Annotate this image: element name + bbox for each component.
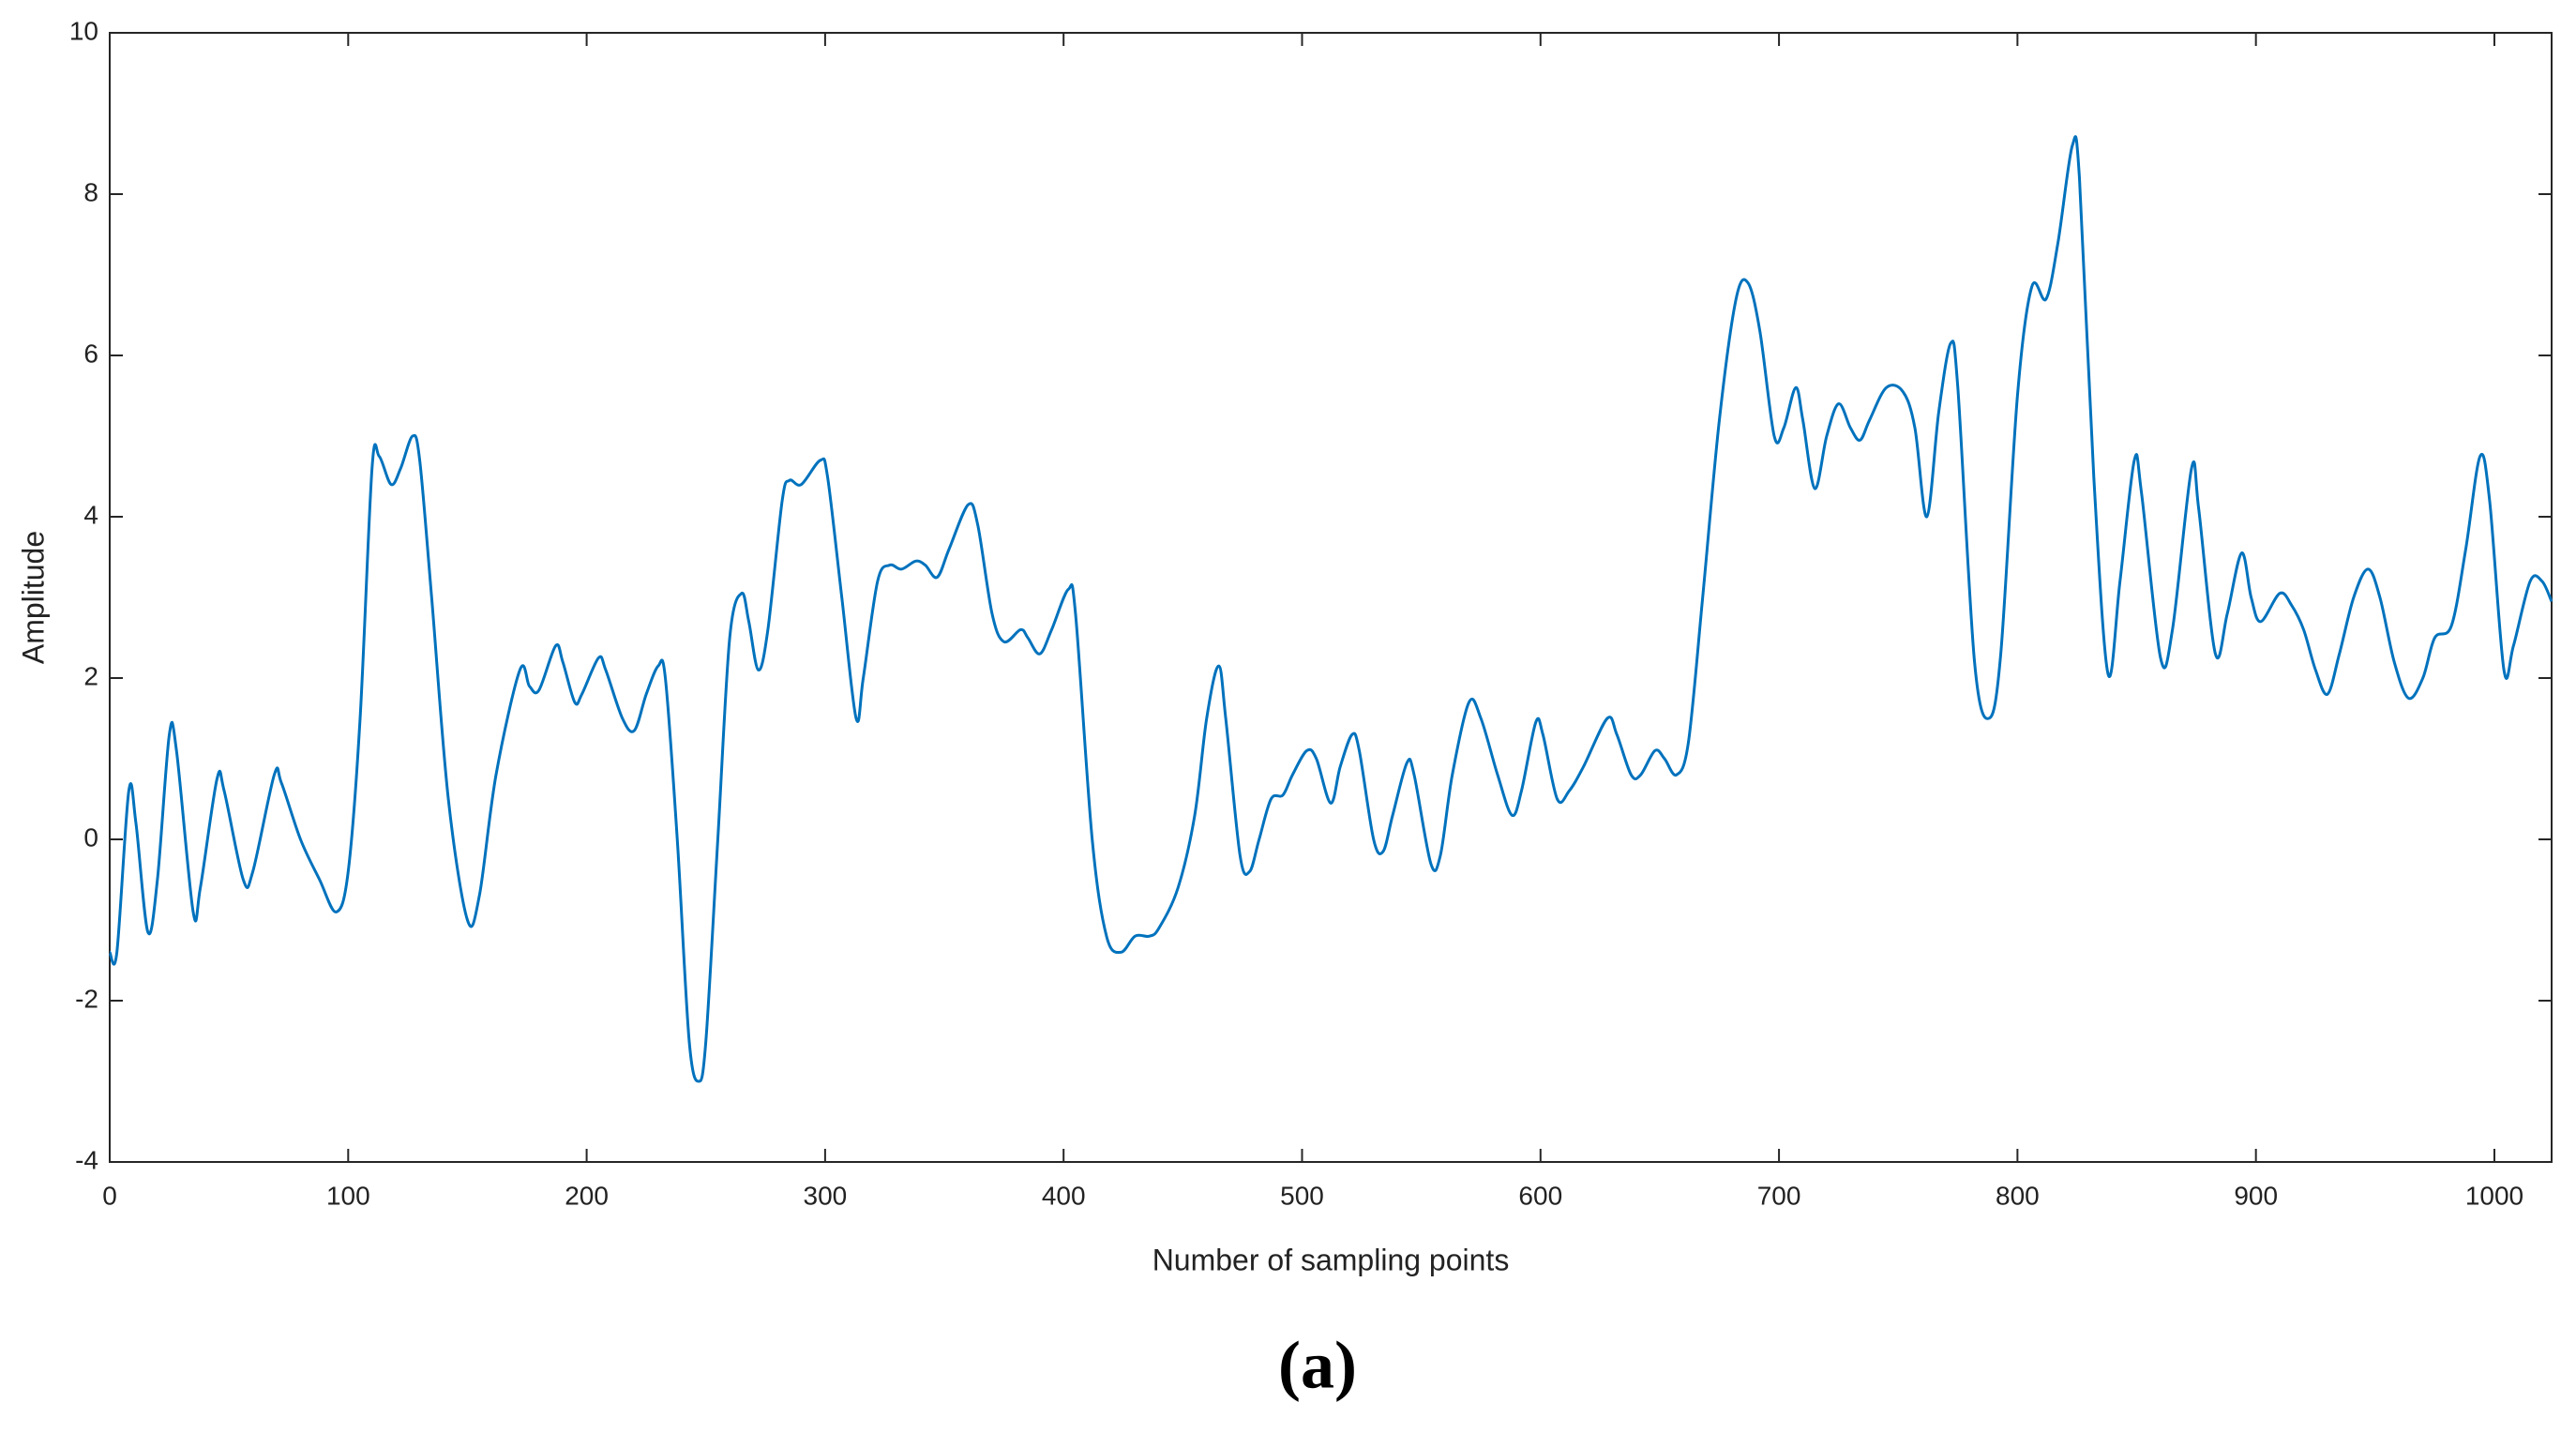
caption: (a) bbox=[1278, 1328, 1357, 1403]
y-tick-label: 4 bbox=[83, 500, 98, 529]
y-tick-label: -2 bbox=[75, 984, 98, 1013]
x-tick-label: 400 bbox=[1042, 1181, 1086, 1210]
x-tick-label: 200 bbox=[565, 1181, 609, 1210]
y-tick-label: 8 bbox=[83, 177, 98, 206]
y-tick-label: -4 bbox=[75, 1145, 98, 1174]
y-tick-label: 2 bbox=[83, 661, 98, 690]
x-axis-label: Number of sampling points bbox=[1152, 1243, 1510, 1276]
x-tick-label: 700 bbox=[1757, 1181, 1801, 1210]
x-tick-label: 0 bbox=[102, 1181, 117, 1210]
y-tick-label: 10 bbox=[69, 16, 98, 45]
x-tick-label: 300 bbox=[804, 1181, 848, 1210]
y-tick-label: 6 bbox=[83, 339, 98, 368]
x-tick-label: 800 bbox=[1996, 1181, 2040, 1210]
x-tick-label: 600 bbox=[1518, 1181, 1562, 1210]
plot-frame bbox=[109, 32, 2553, 1163]
x-tick-label: 900 bbox=[2234, 1181, 2278, 1210]
x-tick-label: 1000 bbox=[2465, 1181, 2523, 1210]
x-tick-label: 100 bbox=[326, 1181, 370, 1210]
x-tick-label: 500 bbox=[1280, 1181, 1324, 1210]
y-tick-label: 0 bbox=[83, 822, 98, 852]
y-axis-label: Amplitude bbox=[16, 531, 50, 664]
data-line bbox=[108, 135, 2553, 1083]
